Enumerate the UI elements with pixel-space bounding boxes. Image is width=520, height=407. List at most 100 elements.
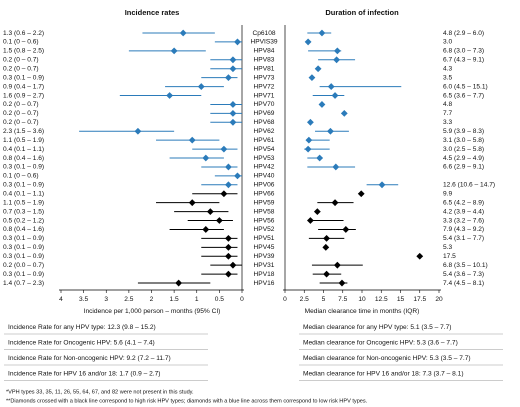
point-diamond bbox=[175, 279, 183, 287]
summary-text: Incidence Rate for any HPV type: 12.3 (9… bbox=[8, 324, 156, 331]
value-label: 1.1 (0.5 – 1.9) bbox=[3, 137, 44, 144]
point-diamond bbox=[316, 154, 324, 162]
category-label: HPV45 bbox=[254, 244, 275, 251]
x-tick-label: 1 bbox=[195, 296, 199, 303]
category-label: HPV83 bbox=[254, 57, 275, 64]
category-label: HPV69 bbox=[254, 110, 275, 117]
point-diamond bbox=[166, 92, 173, 99]
point-diamond bbox=[225, 74, 232, 82]
value-label: 12.6 (10.6 – 14.7) bbox=[443, 182, 495, 189]
category-label: HPVIS39 bbox=[250, 39, 277, 46]
point-diamond bbox=[338, 279, 346, 287]
value-label: 3.3 bbox=[443, 119, 452, 126]
value-label: 6.5 (4.2 – 8.9) bbox=[443, 199, 484, 206]
value-label: 7.7 bbox=[443, 110, 452, 117]
point-diamond bbox=[134, 127, 142, 135]
point-diamond bbox=[215, 217, 223, 224]
point-diamond bbox=[378, 181, 386, 189]
point-diamond bbox=[323, 270, 330, 278]
category-label: HPV73 bbox=[254, 74, 275, 81]
point-diamond bbox=[220, 190, 228, 198]
value-label: 1.1 (0.5 – 1.9) bbox=[3, 199, 44, 206]
x-tick-label: 12.5 bbox=[375, 296, 388, 303]
summary-text: Incidence Rate for HPV 16 and/or 18: 1.7… bbox=[8, 370, 160, 377]
point-diamond bbox=[322, 243, 330, 251]
x-axis-label: Incidence per 1,000 person – months (95%… bbox=[84, 308, 221, 315]
category-label: HPV59 bbox=[254, 199, 275, 206]
x-tick-label: 17.5 bbox=[413, 296, 426, 303]
point-diamond bbox=[318, 101, 326, 108]
value-label: 9.9 bbox=[443, 190, 452, 197]
value-label: 17.5 bbox=[443, 253, 456, 260]
value-label: 0.1 (0 – 0.6) bbox=[3, 39, 39, 46]
value-label: 0.3 (0.1 – 0.9) bbox=[3, 74, 44, 81]
footnote: *VPH types 33, 35, 11, 26, 55, 64, 67, a… bbox=[6, 389, 194, 395]
point-diamond bbox=[206, 208, 214, 215]
value-label: 0.8 (0.4 – 1.6) bbox=[3, 155, 44, 162]
value-label: 6.8 (3.5 – 10.1) bbox=[443, 262, 488, 269]
summary-text: Incidence Rate for Non-oncogenic HPV: 9.… bbox=[8, 355, 171, 362]
value-label: 2.3 (1.5 – 3.6) bbox=[3, 128, 44, 135]
x-tick-label: 3.5 bbox=[79, 296, 88, 303]
value-label: 0.3 (0.1 – 0.9) bbox=[3, 253, 44, 260]
x-tick-label: 10 bbox=[358, 296, 366, 303]
point-diamond bbox=[229, 118, 237, 126]
category-label: HPV84 bbox=[254, 48, 275, 55]
value-label: 0.3 (0.1 – 0.9) bbox=[3, 235, 44, 242]
value-label: 0.2 (0.0 – 0.7) bbox=[3, 262, 44, 269]
value-label: 6.6 (2.9 – 9.1) bbox=[443, 164, 484, 171]
value-label: 4.8 (2.9 – 6.0) bbox=[443, 30, 484, 37]
x-tick-label: 0.5 bbox=[215, 296, 224, 303]
category-label: HPV18 bbox=[254, 271, 275, 278]
value-label: 4.5 (2.9 – 4.9) bbox=[443, 155, 484, 162]
point-diamond bbox=[197, 83, 205, 90]
value-label: 7.9 (4.3 – 9.2) bbox=[443, 226, 484, 233]
summary-text: Median clearance for any HPV type: 5.1 (… bbox=[303, 324, 451, 331]
category-label: HPV54 bbox=[254, 146, 275, 153]
value-label: 0.3 (0.1 – 0.9) bbox=[3, 182, 44, 189]
category-label: Cp6108 bbox=[252, 30, 275, 37]
point-diamond bbox=[305, 136, 313, 144]
category-label: HPV06 bbox=[254, 182, 275, 189]
summary-text: Median clearance for Oncogenic HPV: 5.3 … bbox=[303, 339, 458, 346]
category-label: HPV52 bbox=[254, 226, 275, 233]
category-label: HPV58 bbox=[254, 208, 275, 215]
value-label: 1.3 (0.6 – 2.2) bbox=[3, 30, 44, 37]
value-label: 0.1 (0 – 0.6) bbox=[3, 173, 39, 180]
point-diamond bbox=[225, 181, 232, 189]
point-diamond bbox=[314, 65, 322, 73]
value-label: 0.4 (0.1 – 1.1) bbox=[3, 146, 44, 153]
point-diamond bbox=[229, 101, 237, 108]
value-label: 0.5 (0.2 – 1.2) bbox=[3, 217, 44, 224]
summary-text: Median clearance for Non-oncogenic HPV: … bbox=[303, 355, 471, 362]
category-label: HPV62 bbox=[254, 128, 275, 135]
point-diamond bbox=[202, 154, 210, 162]
point-diamond bbox=[225, 234, 232, 242]
value-label: 0.3 (0.1 – 0.9) bbox=[3, 164, 44, 171]
point-diamond bbox=[342, 226, 350, 233]
x-tick-label: 3 bbox=[104, 296, 108, 303]
value-label: 1.6 (0.9 – 2.7) bbox=[3, 92, 44, 99]
value-label: 5.9 (3.9 – 8.3) bbox=[443, 128, 484, 135]
value-label: 0.2 (0 – 0.7) bbox=[3, 101, 39, 108]
x-tick-label: 20 bbox=[435, 296, 443, 303]
category-label: HPV68 bbox=[254, 119, 275, 126]
value-label: 0.3 (0.1 – 0.9) bbox=[3, 244, 44, 251]
category-label: HPV72 bbox=[254, 83, 275, 90]
x-tick-label: 7.5 bbox=[338, 296, 347, 303]
category-label: HPV56 bbox=[254, 217, 275, 224]
point-diamond bbox=[229, 261, 237, 269]
summary-text: Incidence Rate for Oncogenic HPV: 5.6 (4… bbox=[8, 339, 155, 346]
category-label: HPV71 bbox=[254, 92, 275, 99]
point-diamond bbox=[323, 234, 330, 242]
value-label: 7.4 (4.5 – 8.1) bbox=[443, 280, 484, 287]
value-label: 5.3 bbox=[443, 244, 452, 251]
value-label: 3.0 bbox=[443, 39, 452, 46]
value-label: 3.1 (3.0 – 5.8) bbox=[443, 137, 484, 144]
value-label: 0.2 (0 – 0.7) bbox=[3, 65, 39, 72]
point-diamond bbox=[307, 217, 314, 224]
point-diamond bbox=[331, 92, 339, 99]
value-label: 0.7 (0.3 – 1.5) bbox=[3, 208, 44, 215]
point-diamond bbox=[188, 136, 196, 144]
category-label: HPV53 bbox=[254, 155, 275, 162]
